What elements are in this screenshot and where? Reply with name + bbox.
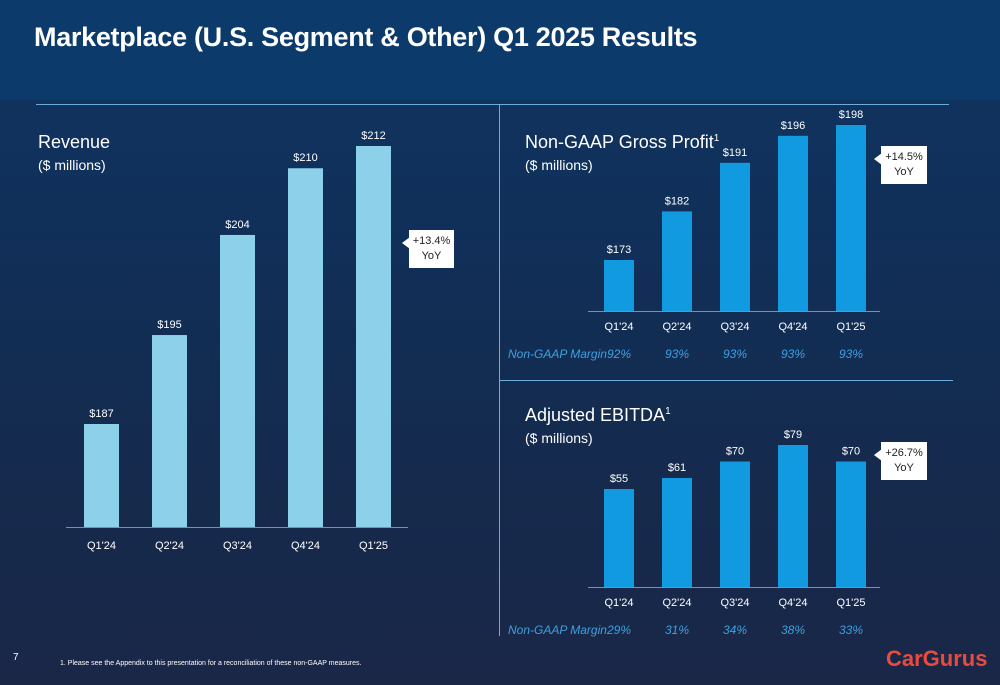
page-number: 7 — [13, 652, 19, 663]
ebitda-tick-label: Q2'24 — [662, 597, 691, 609]
gross-profit-data-label: $196 — [781, 120, 805, 132]
gross-profit-tick-label: Q2'24 — [662, 321, 691, 333]
gross-profit-tick-label: Q1'25 — [836, 321, 865, 333]
gross-profit-margin-value: 92% — [606, 347, 632, 361]
revenue-yoy-label: YoY — [421, 250, 442, 262]
gross-profit-subtitle: ($ millions) — [525, 157, 593, 173]
gross-profit-bar — [604, 260, 634, 311]
revenue-data-label: $187 — [89, 408, 113, 420]
gross-profit-data-label: $173 — [607, 244, 631, 256]
gross-profit-yoy-value: +14.5% — [885, 151, 923, 163]
ebitda-data-label: $79 — [784, 429, 802, 441]
gross-profit-data-label: $191 — [723, 147, 747, 159]
revenue-tick-label: Q2'24 — [155, 540, 184, 552]
ebitda-footnote-marker: 1 — [665, 406, 671, 417]
revenue-tick-label: Q1'24 — [87, 540, 116, 552]
revenue-tick-label: Q3'24 — [223, 540, 252, 552]
ebitda-bar — [836, 461, 866, 587]
revenue-tick-label: Q1'25 — [359, 540, 388, 552]
ebitda-margin-value: 33% — [838, 623, 864, 637]
gross-profit-margin-value: 93% — [722, 347, 748, 361]
gross-profit-footnote-marker: 1 — [713, 133, 720, 144]
gross-profit-bar — [778, 135, 808, 311]
revenue-bar — [220, 234, 255, 527]
gross-profit-bar — [662, 211, 692, 311]
panel-divider-horizontal — [499, 380, 953, 381]
ebitda-tick-label: Q1'24 — [604, 597, 633, 609]
title-bar — [0, 0, 1000, 100]
revenue-yoy-value: +13.4% — [412, 235, 451, 247]
ebitda-bar — [662, 478, 692, 587]
ebitda-tick-label: Q3'24 — [720, 597, 749, 609]
ebitda-margin-label: Non-GAAP Margin — [508, 623, 607, 637]
cargurus-logo: CarGurus — [886, 646, 988, 671]
revenue-data-label: $204 — [225, 219, 249, 231]
ebitda-data-label: $55 — [610, 473, 628, 485]
gross-profit-tick-label: Q1'24 — [604, 321, 633, 333]
page-title: Marketplace (U.S. Segment & Other) Q1 20… — [34, 22, 698, 52]
ebitda-bar — [604, 489, 634, 587]
ebitda-yoy-label: YoY — [894, 462, 914, 474]
revenue-data-label: $212 — [361, 130, 385, 142]
revenue-data-label: $195 — [157, 319, 181, 331]
ebitda-margin-value: 31% — [664, 623, 690, 637]
ebitda-bar — [720, 461, 750, 587]
gross-profit-tick-label: Q3'24 — [720, 321, 749, 333]
panel-divider-vertical — [499, 104, 500, 636]
ebitda-title: Adjusted EBITDA1 — [525, 405, 671, 425]
gross-profit-yoy-label: YoY — [894, 166, 914, 178]
revenue-bar — [356, 146, 391, 527]
ebitda-tick-label: Q4'24 — [778, 597, 807, 609]
ebitda-yoy-callout: +26.7% YoY — [874, 442, 927, 480]
ebitda-tick-label: Q1'25 — [836, 597, 865, 609]
ebitda-margin-value: 34% — [722, 623, 748, 637]
revenue-bar — [152, 335, 187, 527]
gross-profit-margin-value: 93% — [838, 347, 864, 361]
gross-profit-title: Non-GAAP Gross Profit1 — [525, 132, 720, 152]
ebitda-yoy-value: +26.7% — [885, 447, 923, 459]
revenue-data-label: $210 — [293, 152, 317, 164]
revenue-bar — [288, 168, 323, 528]
revenue-tick-label: Q4'24 — [291, 540, 320, 552]
gross-profit-data-label: $182 — [665, 195, 689, 207]
gross-profit-bar — [836, 125, 866, 311]
gross-profit-margin-value: 93% — [780, 347, 806, 361]
ebitda-data-label: $61 — [668, 462, 686, 474]
revenue-bar — [84, 424, 119, 527]
revenue-yoy-callout: +13.4% YoY — [402, 230, 454, 268]
footnote: 1. Please see the Appendix to this prese… — [60, 660, 362, 667]
gross-profit-yoy-callout: +14.5% YoY — [874, 146, 927, 184]
ebitda-subtitle: ($ millions) — [525, 430, 593, 446]
revenue-title: Revenue — [38, 132, 111, 152]
gross-profit-margin-label: Non-GAAP Margin — [508, 347, 607, 361]
ebitda-bar — [778, 445, 808, 587]
ebitda-data-label: $70 — [726, 446, 744, 458]
revenue-subtitle: ($ millions) — [38, 157, 106, 173]
gross-profit-bar — [720, 162, 750, 311]
header-divider — [36, 104, 949, 105]
ebitda-data-label: $70 — [842, 446, 860, 458]
gross-profit-data-label: $198 — [839, 109, 863, 121]
gross-profit-margin-value: 93% — [664, 347, 690, 361]
ebitda-margin-value: 38% — [780, 623, 806, 637]
gross-profit-tick-label: Q4'24 — [778, 321, 807, 333]
ebitda-margin-value: 29% — [606, 623, 632, 637]
